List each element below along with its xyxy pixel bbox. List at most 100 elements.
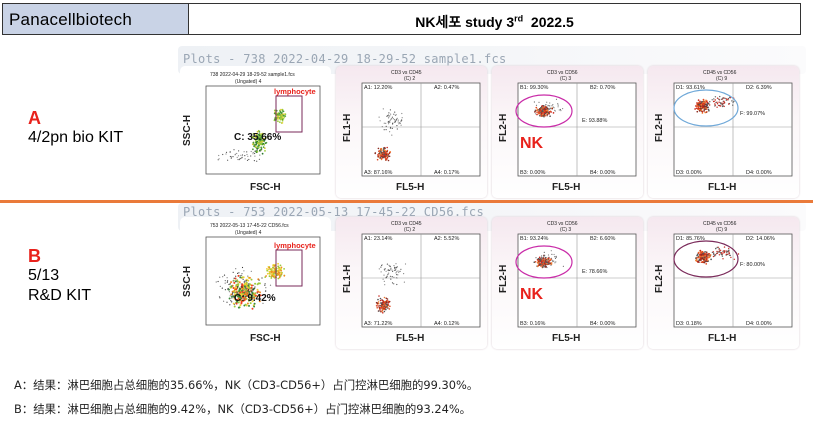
y-axis-label: FL2-H xyxy=(654,114,665,142)
quadrant-bottom-left: D3: 0.18% xyxy=(676,321,702,327)
scatter-dots xyxy=(374,108,403,162)
plot-header: CD3 vs CD45 xyxy=(391,221,422,227)
x-axis-label: FL5-H xyxy=(552,333,580,344)
quadrant-bottom-right: B4: 0.00% xyxy=(590,170,615,176)
sample-b-label: B 5/13 R&D KIT xyxy=(28,246,91,306)
quadrant-plot-cd3-cd45: CD3 vs CD45 (C) 2 A1: 12.20% A2: 0.47% A3: 8… xyxy=(336,66,487,198)
gate-label: lymphocyte xyxy=(274,87,316,96)
plot-area xyxy=(205,236,321,326)
scatter-dots xyxy=(695,246,740,265)
scatter-dots xyxy=(694,95,735,114)
y-axis-label: FL2-H xyxy=(498,114,509,142)
quadrant-top-left: A1: 12.20% xyxy=(364,85,393,91)
sample-b-letter: B xyxy=(28,246,41,266)
plot-header: CD3 vs CD56 xyxy=(547,221,578,227)
sample-a-line1: 4/2pn bio KIT xyxy=(28,129,124,146)
title-superscript: rd xyxy=(514,13,524,24)
fsc-ssc-plot: 738 2022-04-29 18-29-52 sample1.fcs (Unga… xyxy=(180,66,331,198)
quadrant-top-right: D2: 6.39% xyxy=(746,85,772,91)
quadrant-top-right: A2: 0.47% xyxy=(434,85,459,91)
sample-b-line2: R&D KIT xyxy=(28,287,92,304)
gate-percentage: E: 93.88% xyxy=(582,118,607,124)
plot-subheader: (C) 9 xyxy=(716,227,727,233)
scatter-dots xyxy=(215,262,286,310)
sample-a-letter: A xyxy=(28,108,41,128)
plot-subheader: (Ungated) 4 xyxy=(235,230,262,236)
quadrant-bottom-left: B3: 0.00% xyxy=(520,170,545,176)
quadrant-top-left: A1: 23.14% xyxy=(364,236,393,242)
plot-subheader: (C) 2 xyxy=(404,76,415,82)
quadrant-top-left: B1: 93.24% xyxy=(520,236,549,242)
x-axis-label: FL5-H xyxy=(552,182,580,193)
quadrant-top-left: B1: 99.30% xyxy=(520,85,549,91)
lymphocyte-gate xyxy=(275,249,303,287)
plot-header: CD45 vs CD56 xyxy=(703,70,737,76)
sample-a-plots-title: Plots - 738 2022-04-29 18-29-52 sample1.… xyxy=(183,52,507,66)
y-axis-label: FL2-H xyxy=(654,265,665,293)
plot-subheader: (Ungated) 4 xyxy=(235,79,262,85)
quadrant-bottom-left: A3: 71.22% xyxy=(364,321,393,327)
fsc-ssc-plot: 753 2022-05-13 17-45-22 CD56.fcs (Ungated… xyxy=(180,217,331,349)
plot-header: CD45 vs CD56 xyxy=(703,221,737,227)
quadrant-plot-cd3-cd45: CD3 vs CD45 (C) 2 A1: 23.14% A2: 5.52% A3: 7… xyxy=(336,217,487,349)
plot-header: CD3 vs CD56 xyxy=(547,70,578,76)
brand-name: Panacellbiotech xyxy=(3,4,189,34)
quadrant-top-right: D2: 14.06% xyxy=(746,236,775,242)
scatter-dots xyxy=(533,250,564,269)
scatter-dots xyxy=(375,263,407,314)
plot-header: 738 2022-04-29 18-29-52 sample1.fcs xyxy=(210,72,295,78)
quadrant-bottom-right: B4: 0.00% xyxy=(590,321,615,327)
gate-percentage: F: 80.00% xyxy=(740,262,765,268)
scatter-dots xyxy=(217,108,287,162)
quadrant-top-right: A2: 5.52% xyxy=(434,236,459,242)
quadrant-plot-cd45-cd56: CD45 vs CD56 (C) 9 F: 80.00% D1: 85.76% D2: … xyxy=(648,217,799,349)
plot-subheader: (C) 3 xyxy=(560,76,571,82)
x-axis-label: FSC-H xyxy=(250,182,281,193)
quadrant-top-left: D1: 85.76% xyxy=(676,236,705,242)
x-axis-label: FSC-H xyxy=(250,333,281,344)
quadrant-top-right: B2: 0.70% xyxy=(590,85,615,91)
quadrant-bottom-right: A4: 0.12% xyxy=(434,321,459,327)
plot-area xyxy=(205,85,321,175)
lymphocyte-gate xyxy=(275,95,303,133)
quadrant-bottom-right: D4: 0.00% xyxy=(746,321,772,327)
plot-subheader: (C) 9 xyxy=(716,76,727,82)
x-axis-label: FL5-H xyxy=(396,333,424,344)
quadrant-plot-cd3-cd56: CD3 vs CD56 (C) 3 NK E: 93.88% B1: 99.30% B2:… xyxy=(492,66,643,198)
y-axis-label: SSC-H xyxy=(182,115,193,146)
nk-label: NK xyxy=(520,135,544,152)
cd56-gate xyxy=(673,240,739,278)
quadrant-top-left: D1: 93.61% xyxy=(676,85,705,91)
y-axis-label: SSC-H xyxy=(182,266,193,297)
result-note-b: B：结果：淋巴细胞占总细胞的9.42%，NK（CD3-CD56+）占门控淋巴细胞… xyxy=(14,402,472,416)
title-year: 2022.5 xyxy=(530,14,574,30)
x-axis-label: FL1-H xyxy=(708,333,736,344)
sample-b-line1: 5/13 xyxy=(28,267,60,284)
plot-subheader: (C) 2 xyxy=(404,227,415,233)
y-axis-label: FL1-H xyxy=(342,265,353,293)
quadrant-bottom-left: B3: 0.16% xyxy=(520,321,545,327)
gate-percentage: C: 9.42% xyxy=(234,293,276,304)
y-axis-label: FL1-H xyxy=(342,114,353,142)
plot-header: CD3 vs CD45 xyxy=(391,70,422,76)
quadrant-bottom-right: D4: 0.00% xyxy=(746,170,772,176)
quadrant-bottom-right: A4: 0.17% xyxy=(434,170,459,176)
quadrant-top-right: B2: 6.60% xyxy=(590,236,615,242)
page-title: NK세포 study 3rd 2022.5 xyxy=(189,4,800,34)
x-axis-label: FL1-H xyxy=(708,182,736,193)
nk-gate xyxy=(515,94,573,128)
nk-gate xyxy=(515,245,573,279)
quadrant-plot-cd3-cd56: CD3 vs CD56 (C) 3 NK E: 78.66% B1: 93.24% B2:… xyxy=(492,217,643,349)
quadrant-bottom-left: A3: 87.16% xyxy=(364,170,393,176)
gate-percentage: C: 35.66% xyxy=(234,132,281,143)
title-main: NK세포 study 3 xyxy=(415,14,515,30)
plot-header: 753 2022-05-13 17-45-22 CD56.fcs xyxy=(210,223,289,229)
sample-a-label: A 4/2pn bio KIT xyxy=(28,108,123,148)
gate-label: lymphocyte xyxy=(274,241,316,250)
cd56-gate xyxy=(673,89,739,127)
gate-percentage: E: 78.66% xyxy=(582,269,607,275)
scatter-dots xyxy=(533,98,564,118)
sample-b-plots-title: Plots - 753 2022-05-13 17-45-22 CD56.fcs xyxy=(183,205,484,219)
nk-label: NK xyxy=(520,286,544,303)
quadrant-bottom-left: D3: 0.00% xyxy=(676,170,702,176)
